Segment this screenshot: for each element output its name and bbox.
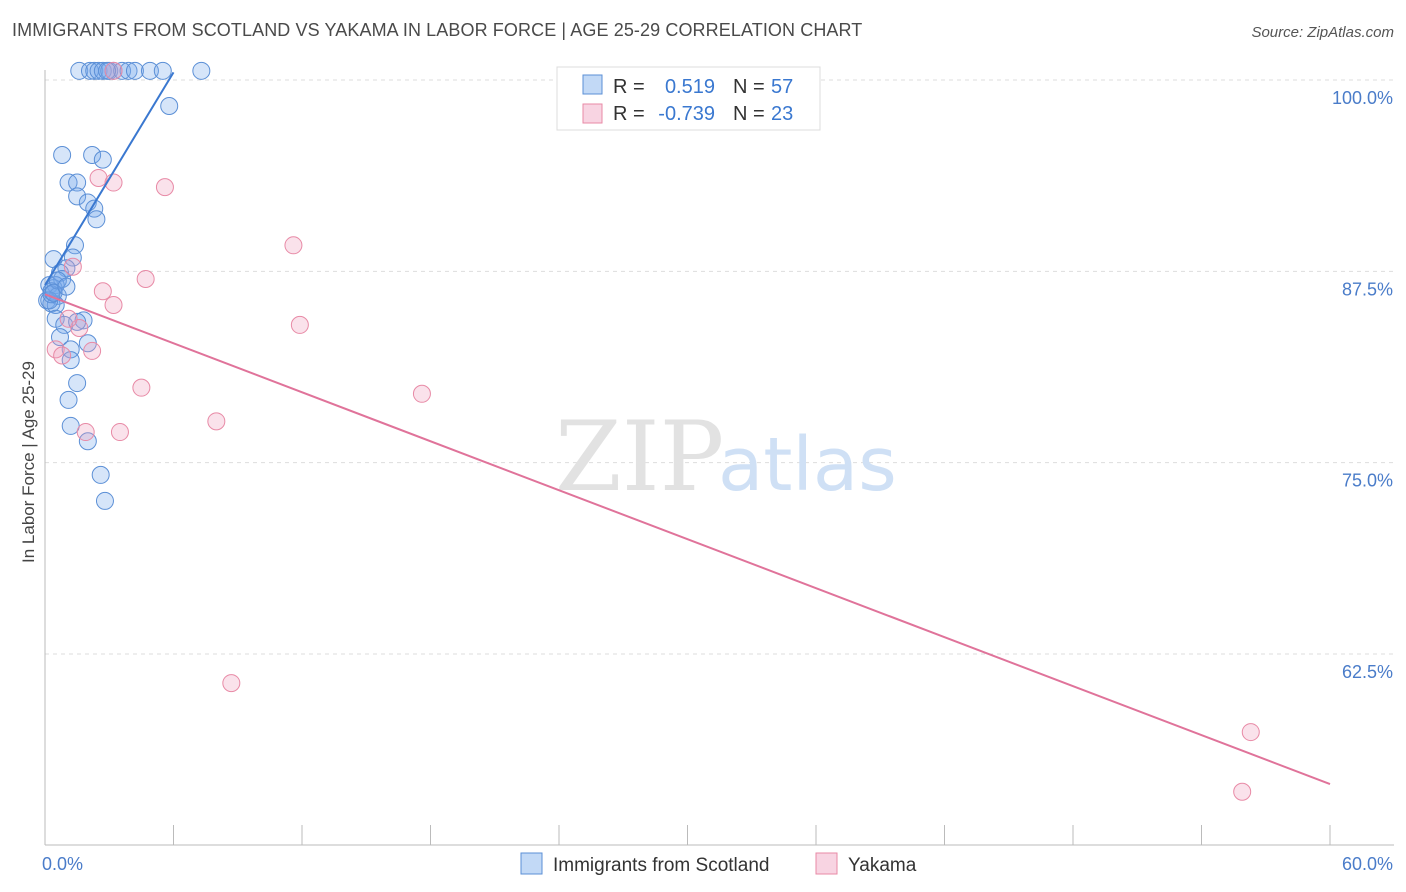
yakama-point: [104, 296, 123, 315]
scotland-point: [85, 199, 104, 218]
stats-r-value-blue: 0.519: [665, 76, 715, 98]
y-ticks: 62.5% 75.0% 87.5% 100.0%: [1332, 88, 1393, 682]
yakama-point: [93, 282, 112, 301]
stats-r-label-blue: R =: [613, 76, 645, 98]
scotland-point: [70, 61, 89, 80]
scotland-point: [57, 259, 76, 278]
stats-swatch-pink: [582, 103, 603, 124]
yakama-point: [1241, 723, 1260, 742]
legend-label-yakama: Yakama: [848, 855, 917, 876]
x-tick-label: 0.0%: [42, 854, 83, 874]
stats-box: R = 0.519 N = 57 R = -0.739 N = 23: [556, 66, 821, 131]
yakama-point: [59, 309, 78, 328]
scotland-point: [61, 416, 80, 435]
scotland-point: [63, 248, 82, 267]
scotland-point: [192, 61, 211, 80]
yakama-point: [222, 674, 241, 693]
gridlines: [45, 79, 1394, 655]
stats-r-label-pink: R =: [613, 103, 645, 125]
watermark-zip: ZIP: [555, 401, 724, 513]
scotland-point: [140, 61, 159, 80]
x-axis: [44, 70, 1394, 846]
stats-swatch-blue: [582, 74, 603, 95]
trend-lines: [44, 71, 1331, 786]
scotland-point: [68, 187, 87, 206]
y-tick-label: 75.0%: [1342, 471, 1393, 491]
yakama-trend-line: [44, 293, 1331, 786]
watermark-atlas: atlas: [718, 422, 897, 508]
yakama-point: [412, 384, 431, 403]
yakama-point: [53, 346, 72, 365]
stats-n-label-pink: N =: [733, 103, 765, 125]
yakama-point: [284, 236, 303, 255]
scotland-point: [57, 277, 76, 296]
yakama-point: [136, 269, 155, 288]
scotland-point: [93, 150, 112, 169]
legend-swatch-yakama[interactable]: [815, 852, 838, 875]
scotland-point: [59, 390, 78, 409]
yakama-point: [290, 315, 309, 334]
stats-n-label-blue: N =: [733, 76, 765, 98]
scotland-point: [125, 61, 144, 80]
scotland-point: [68, 173, 87, 192]
yakama-point: [63, 257, 82, 276]
legend-label-scotland: Immigrants from Scotland: [553, 855, 769, 876]
scotland-point: [95, 491, 114, 510]
watermark: ZIP atlas: [555, 401, 897, 513]
stats-r-value-pink: -0.739: [658, 103, 715, 125]
yakama-point: [132, 378, 151, 397]
scotland-point: [119, 61, 138, 80]
y-tick-label: 100.0%: [1332, 88, 1393, 108]
yakama-point: [104, 61, 123, 80]
scotland-point: [91, 465, 110, 484]
scotland-point: [98, 61, 117, 80]
scotland-point: [153, 61, 172, 80]
x-tick-label: 60.0%: [1342, 854, 1393, 874]
scotland-point: [53, 146, 72, 165]
yakama-point: [76, 423, 95, 442]
scotland-trend-line: [44, 71, 175, 286]
scotland-point: [61, 351, 80, 370]
yakama-point: [110, 423, 129, 442]
y-tick-label: 62.5%: [1342, 662, 1393, 682]
source-label: Source: ZipAtlas.com: [1251, 24, 1394, 41]
scotland-point: [50, 328, 69, 347]
x-ticks: 0.0% 60.0%: [42, 854, 1393, 874]
scotland-point: [68, 374, 87, 393]
yakama-point: [1233, 782, 1252, 801]
scotland-point: [160, 97, 179, 116]
stats-n-value-pink: 23: [771, 103, 793, 125]
yakama-point: [83, 341, 102, 360]
scotland-point: [83, 146, 102, 165]
legend: Immigrants from Scotland Yakama: [520, 852, 917, 876]
y-axis-label: In Labor Force | Age 25-29: [19, 361, 38, 563]
y-tick-label: 87.5%: [1342, 279, 1393, 299]
scotland-point: [93, 61, 112, 80]
stats-n-value-blue: 57: [771, 76, 793, 98]
scotland-point: [87, 210, 106, 229]
chart-title: IMMIGRANTS FROM SCOTLAND VS YAKAMA IN LA…: [12, 20, 863, 40]
legend-swatch-scotland[interactable]: [520, 852, 543, 875]
yakama-point: [207, 412, 226, 431]
yakama-point: [89, 168, 108, 187]
yakama-point: [155, 178, 174, 197]
